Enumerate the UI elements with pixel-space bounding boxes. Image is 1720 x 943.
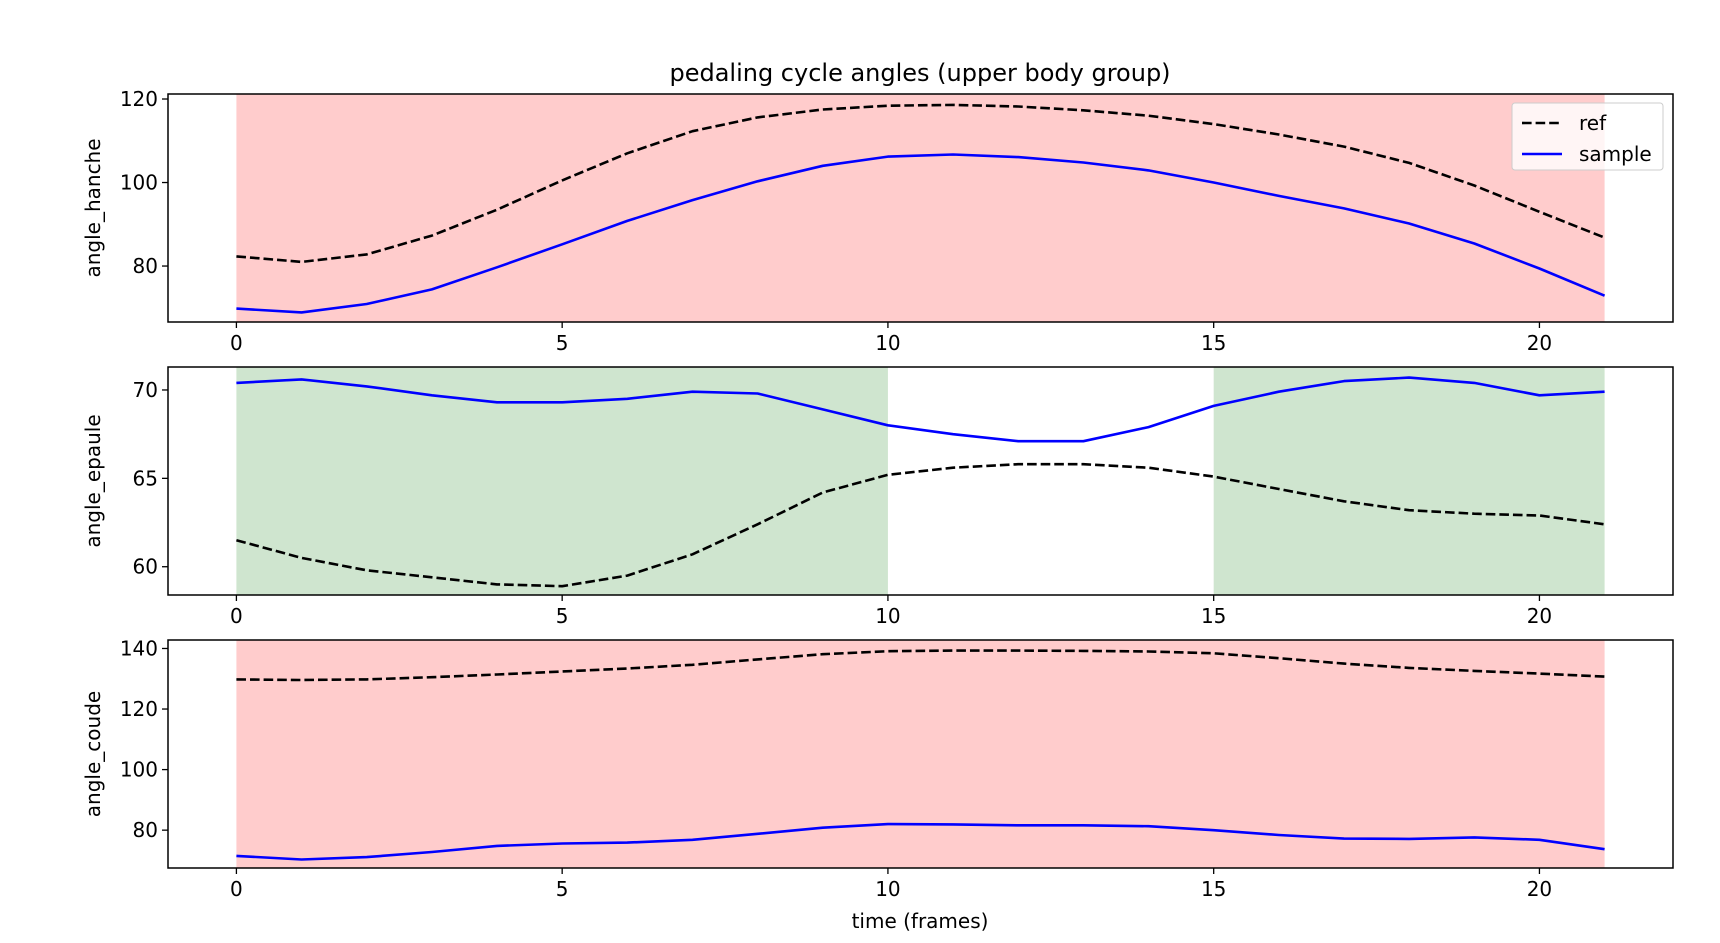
elbow-ytick-label-120: 120 [120,697,158,721]
shoulder-xtick-label-5: 5 [556,604,569,628]
hip-xtick-label-20: 20 [1527,331,1552,355]
hip-shade-bad-0 [236,94,1605,322]
legend-sample-label: sample [1579,142,1652,166]
elbow-axes-frame [167,639,1674,869]
shoulder-ref-line [236,462,1605,588]
hip-axes-frame [167,93,1674,323]
elbow-y-axis-label: angle_coude [81,691,105,817]
hip-ref-line [236,103,1606,264]
legend-ref-label: ref [1579,111,1607,135]
shoulder-ytick-label-60: 60 [133,555,158,579]
shoulder-shade-good-1 [1213,367,1605,595]
x-axis-label: time (frames) [852,909,989,933]
shoulder-axes-frame [167,366,1674,596]
hip-ytick-label-80: 80 [133,254,158,278]
hip-ytick-label-120: 120 [120,87,158,111]
shoulder-xtick-label-15: 15 [1201,604,1226,628]
elbow-ytick-label-100: 100 [120,758,158,782]
hip-sample-line [236,153,1606,314]
panel-shoulder: 0 5 10 15 20 60 65 70 angle_epaule [81,366,1674,628]
hip-xtick-label-0: 0 [230,331,243,355]
elbow-xtick-label-20: 20 [1527,877,1552,901]
shoulder-shade-good-0 [236,367,888,595]
hip-xtick-label-15: 15 [1201,331,1226,355]
elbow-xtick-label-5: 5 [556,877,569,901]
panel-hip: 0 5 10 15 20 80 100 120 angle_hanche [81,87,1674,355]
elbow-ytick-label-80: 80 [133,818,158,842]
panel-elbow: 0 5 10 15 20 80 100 120 140 angle_coude [81,636,1674,901]
hip-y-axis-label: angle_hanche [81,138,105,277]
elbow-shade-bad-0 [236,640,1605,868]
elbow-ref-line [236,649,1605,682]
hip-ytick-label-100: 100 [120,171,158,195]
legend: ref sample [1511,102,1664,171]
shoulder-ytick-label-65: 65 [133,466,158,490]
elbow-xtick-label-0: 0 [230,877,243,901]
shoulder-xtick-label-10: 10 [875,604,900,628]
shoulder-ytick-label-70: 70 [133,378,158,402]
hip-xtick-label-5: 5 [556,331,569,355]
elbow-sample-line [236,822,1605,861]
elbow-xtick-label-10: 10 [875,877,900,901]
shoulder-xtick-label-0: 0 [230,604,243,628]
hip-xtick-label-10: 10 [875,331,900,355]
elbow-xtick-label-15: 15 [1201,877,1226,901]
elbow-ytick-label-140: 140 [120,636,158,660]
chart-title: pedaling cycle angles (upper body group) [669,59,1170,87]
shoulder-xtick-label-20: 20 [1527,604,1552,628]
shoulder-y-axis-label: angle_epaule [81,414,105,547]
shoulder-sample-line [236,376,1605,443]
